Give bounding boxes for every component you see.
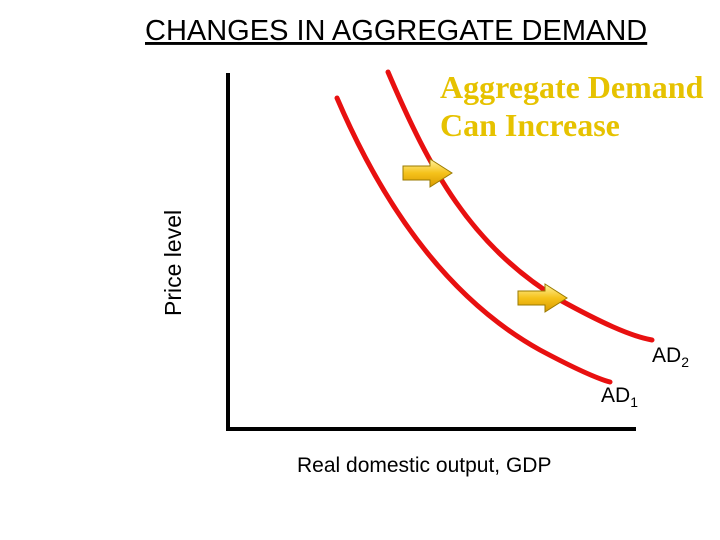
callout-line-1: Aggregate Demand (440, 69, 704, 105)
ad1-label-main: AD (601, 384, 630, 407)
y-axis-label: Price level (160, 210, 186, 316)
ad2-label-main: AD (652, 344, 681, 367)
ad2-curve (385, 69, 655, 343)
x-axis-label: Real domestic output, GDP (297, 454, 551, 477)
shift-arrow-lower (517, 283, 568, 313)
callout-line-2: Can Increase (440, 107, 620, 143)
ad1-label-subscript: 1 (630, 394, 638, 410)
ad1-label: AD1 (601, 384, 638, 410)
ad2-label: AD2 (652, 344, 689, 370)
ad1-curve (334, 95, 613, 385)
page-title: CHANGES IN AGGREGATE DEMAND (145, 15, 647, 47)
shift-arrow-upper (402, 158, 453, 188)
ad2-label-subscript: 2 (681, 354, 689, 370)
